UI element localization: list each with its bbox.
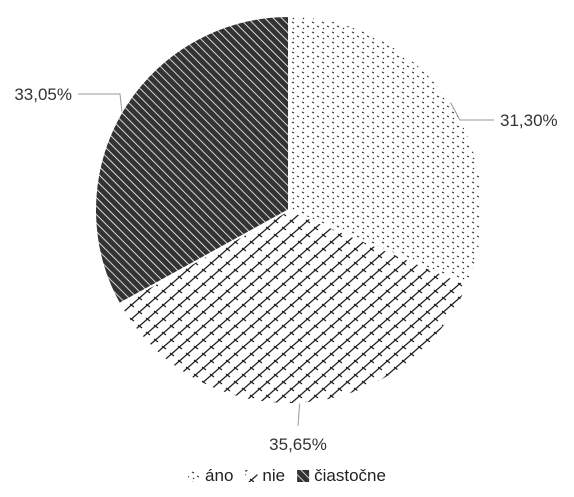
- legend-swatch-0: [188, 470, 201, 482]
- legend-swatch-2: [297, 470, 310, 482]
- legend-label-1: nie: [262, 466, 285, 485]
- legend-label-0: áno: [205, 466, 233, 485]
- legend: áno nie čiastočne: [188, 466, 386, 485]
- legend-label-2: čiastočne: [314, 466, 386, 485]
- data-label-1: 35,65%: [269, 435, 327, 454]
- legend-swatch-1: [245, 470, 258, 482]
- pie-slice-2: [94, 14, 290, 306]
- leader-line-2: [78, 93, 123, 112]
- data-label-2: 33,05%: [14, 85, 72, 104]
- leader-line-0: [450, 102, 494, 121]
- data-label-0: 31,30%: [500, 111, 558, 130]
- leader-line-1: [297, 403, 301, 427]
